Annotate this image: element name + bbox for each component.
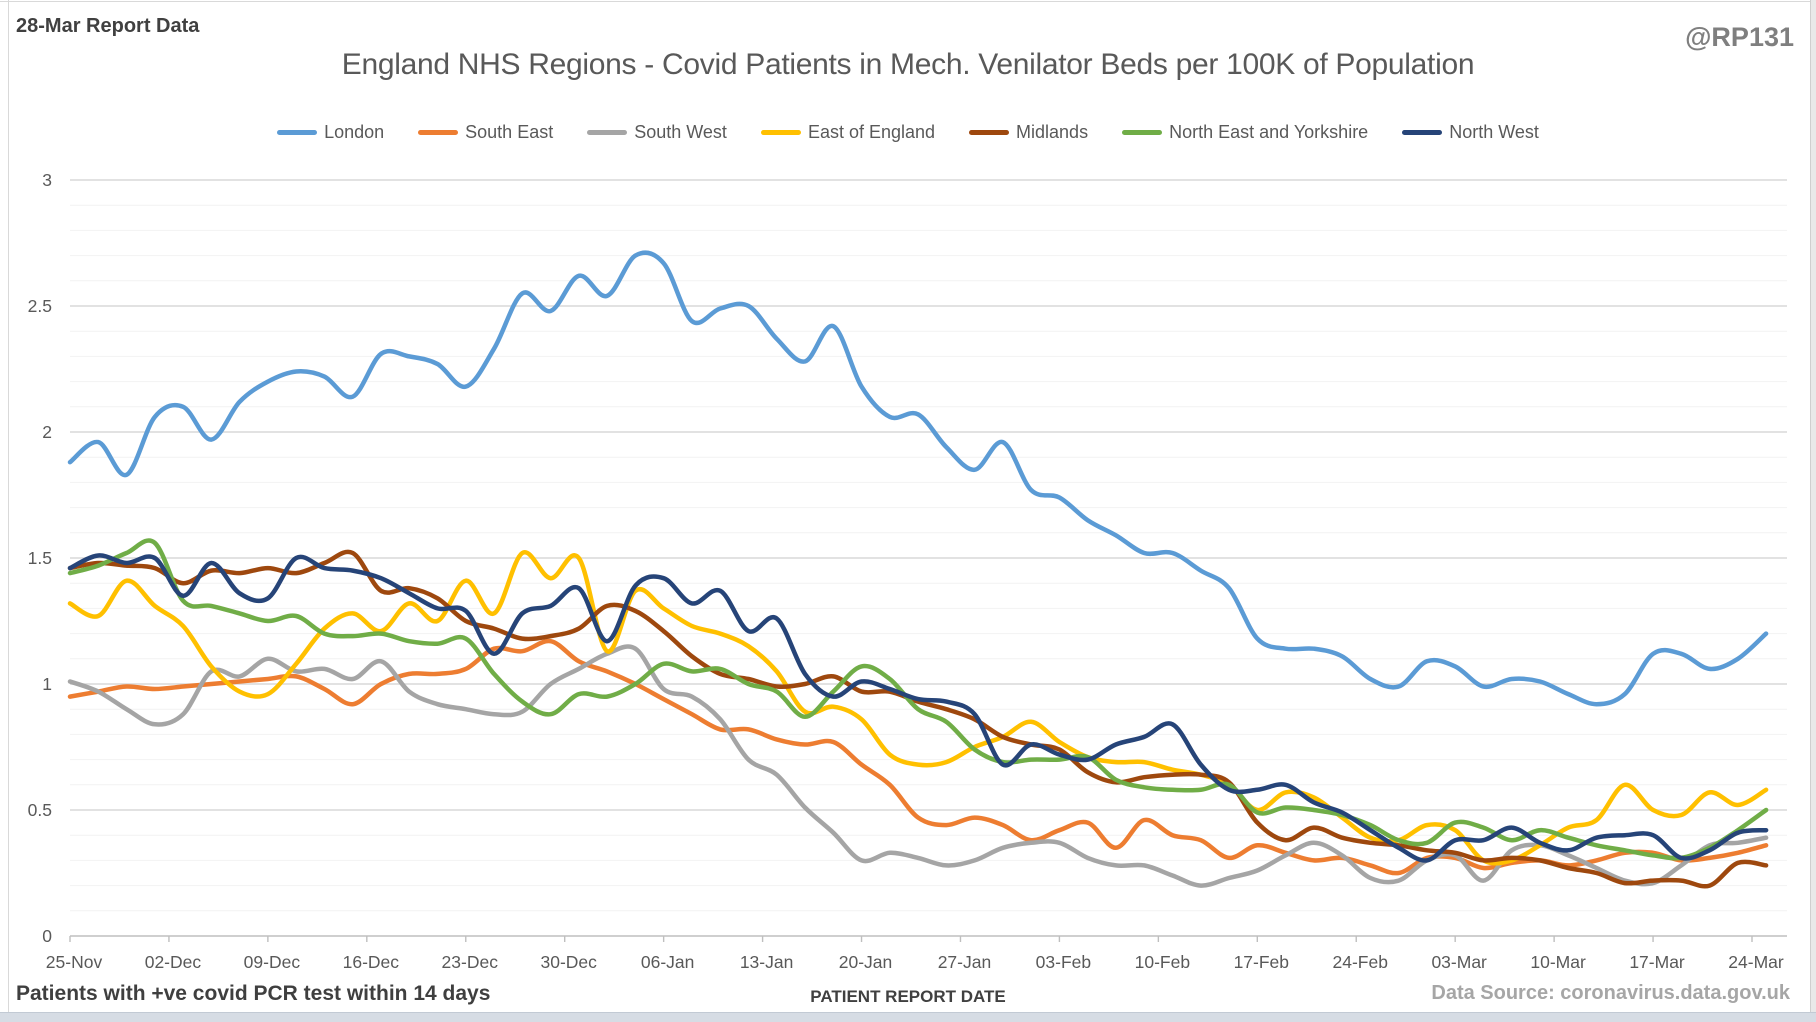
window-scrollbar-edge[interactable] xyxy=(1810,0,1816,1012)
x-tick-label-20-jan: 20-Jan xyxy=(839,952,893,972)
window-border-top xyxy=(0,1,1816,2)
legend-label-north-west: North West xyxy=(1449,122,1539,142)
legend-swatch-north-east-and-yorkshire xyxy=(1122,130,1163,135)
footnote-left: Patients with +ve covid PCR test within … xyxy=(16,982,491,1005)
series-line-midlands xyxy=(67,549,1769,889)
data-source-note: Data Source: coronavirus.data.gov.uk xyxy=(1431,982,1790,1004)
x-axis xyxy=(69,935,1787,942)
x-tick-label-16-dec: 16-Dec xyxy=(343,952,400,972)
x-tick-label-25-nov: 25-Nov xyxy=(46,952,103,972)
x-tick-label-09-dec: 09-Dec xyxy=(244,952,301,972)
legend-swatch-london xyxy=(277,130,318,135)
legend-item-east-of-england: East of England xyxy=(760,122,936,143)
x-tick-label-02-dec: 02-Dec xyxy=(145,952,202,972)
gridlines xyxy=(70,179,1787,912)
x-tick-label-24-feb: 24-Feb xyxy=(1333,952,1388,972)
y-tick-label-2: 2 xyxy=(42,422,52,442)
x-tick-label-03-feb: 03-Feb xyxy=(1036,952,1091,972)
series-line-south-west xyxy=(67,644,1769,888)
y-tick-label-1: 1 xyxy=(42,674,52,694)
legend-swatch-south-east xyxy=(418,130,459,135)
window-border-left xyxy=(8,0,9,1012)
legend-item-midlands: Midlands xyxy=(969,122,1088,143)
legend-item-london: London xyxy=(277,122,384,143)
legend-label-london: London xyxy=(324,122,385,142)
legend-item-north-west: North West xyxy=(1402,122,1539,143)
legend-swatch-south-west xyxy=(587,130,628,135)
series-line-north-west xyxy=(67,553,1769,863)
x-axis-title: PATIENT REPORT DATE xyxy=(810,987,1006,1006)
legend-item-north-east-and-yorkshire: North East and Yorkshire xyxy=(1122,122,1368,143)
x-tick-label-17-feb: 17-Feb xyxy=(1234,952,1289,972)
y-tick-label-3: 3 xyxy=(42,170,52,190)
legend-swatch-north-west xyxy=(1402,130,1443,135)
x-tick-label-27-jan: 27-Jan xyxy=(938,952,992,972)
x-tick-label-24-mar: 24-Mar xyxy=(1728,952,1784,972)
y-tick-label-2.5: 2.5 xyxy=(28,296,52,316)
legend-item-south-west: South West xyxy=(587,122,727,143)
legend-label-south-west: South West xyxy=(634,122,727,142)
x-tick-label-06-jan: 06-Jan xyxy=(641,952,695,972)
y-tick-label-0.5: 0.5 xyxy=(28,800,52,820)
legend: London South East South West East of Englan… xyxy=(0,122,1816,143)
x-tick-label-03-mar: 03-Mar xyxy=(1431,952,1487,972)
legend-swatch-east-of-england xyxy=(760,130,801,135)
x-tick-label-10-mar: 10-Mar xyxy=(1530,952,1586,972)
legend-item-south-east: South East xyxy=(418,122,553,143)
window-bottom-edge xyxy=(0,1012,1816,1022)
x-tick-label-10-feb: 10-Feb xyxy=(1135,952,1190,972)
legend-swatch-midlands xyxy=(969,130,1010,135)
x-tick-label-30-dec: 30-Dec xyxy=(540,952,597,972)
chart-title: England NHS Regions - Covid Patients in … xyxy=(341,48,1475,81)
report-date-label: 28-Mar Report Data xyxy=(16,15,200,37)
legend-label-north-east-and-yorkshire: North East and Yorkshire xyxy=(1169,122,1369,142)
legend-label-midlands: Midlands xyxy=(1016,122,1089,142)
series-lines xyxy=(67,250,1769,889)
y-axis-labels: 0 0.5 1 1.5 2 2.5 3 xyxy=(28,170,53,946)
x-axis-labels: 25-Nov 02-Dec 09-Dec 16-Dec 23-Dec 30-Dec 06-J… xyxy=(46,952,1784,972)
y-tick-label-0: 0 xyxy=(42,926,52,946)
y-tick-label-1.5: 1.5 xyxy=(28,548,52,568)
legend-label-south-east: South East xyxy=(465,122,554,142)
author-handle: @RP131 xyxy=(1685,22,1794,52)
legend-label-east-of-england: East of England xyxy=(807,122,936,142)
series-line-north-east-and-yorkshire xyxy=(67,538,1769,861)
series-line-south-east xyxy=(67,638,1769,876)
series-line-london xyxy=(67,250,1769,707)
x-tick-label-17-mar: 17-Mar xyxy=(1629,952,1685,972)
x-tick-label-13-jan: 13-Jan xyxy=(740,952,794,972)
x-tick-label-23-dec: 23-Dec xyxy=(442,952,499,972)
